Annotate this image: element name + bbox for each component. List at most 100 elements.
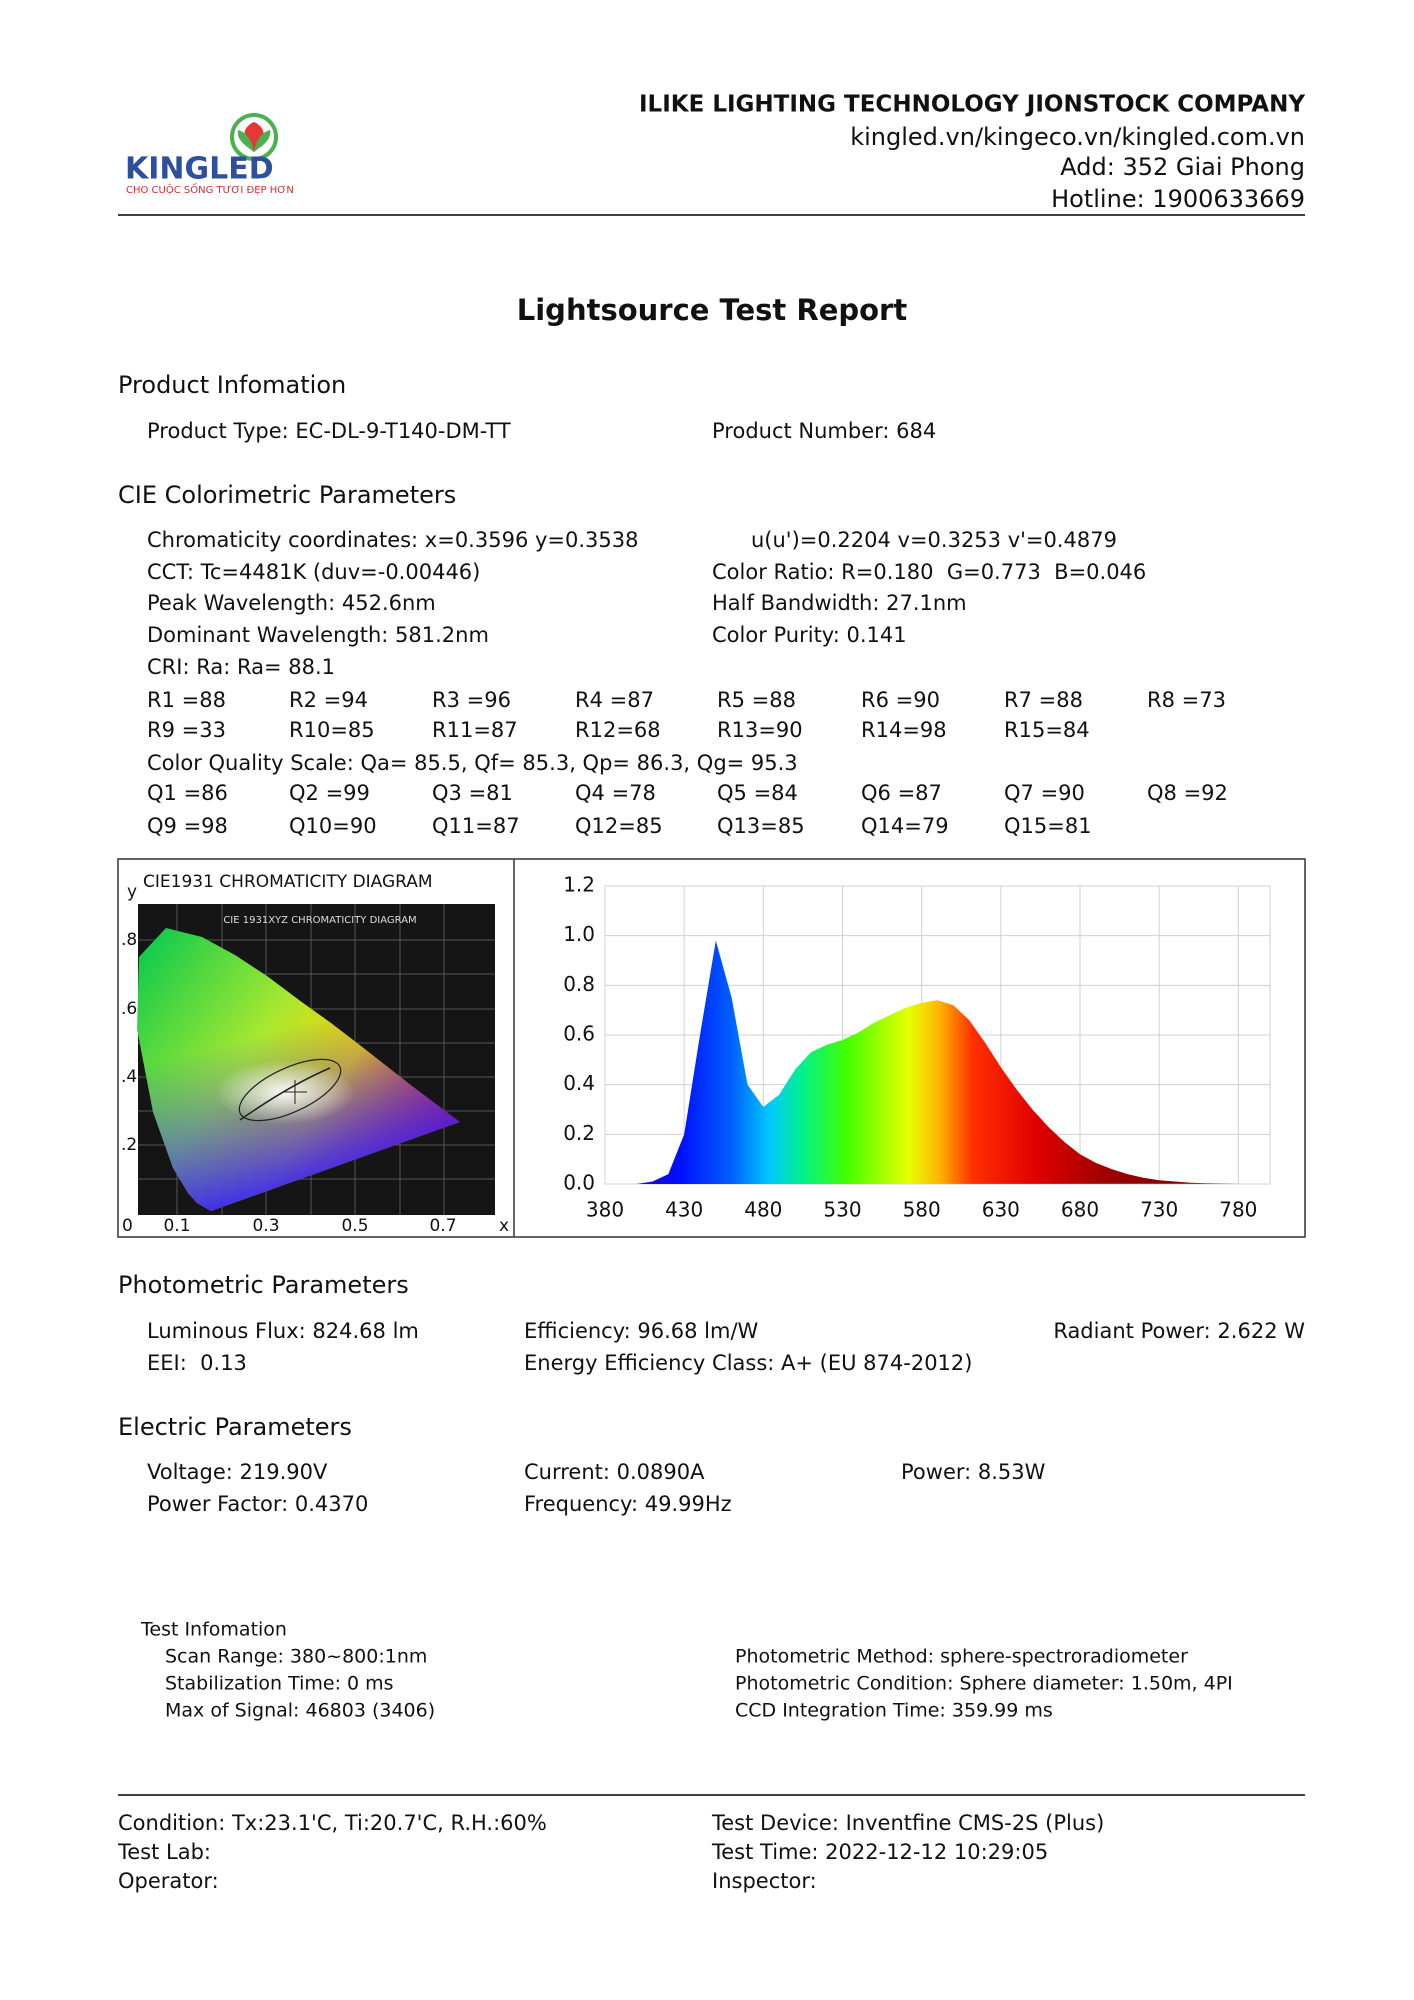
field: Q4 =78 [575, 781, 656, 805]
field: Peak Wavelength: 452.6nm [147, 591, 436, 615]
field: R12=68 [575, 718, 661, 742]
field: Color Ratio: R=0.180 G=0.773 B=0.046 [712, 560, 1146, 584]
field: Q3 =81 [432, 781, 513, 805]
field: Q11=87 [432, 814, 520, 838]
logo-brand: KINGLED [125, 152, 274, 187]
x-tick-label: 780 [1219, 1198, 1257, 1222]
field: Q8 =92 [1147, 781, 1228, 805]
footer-field: Test Time: 2022-12-12 10:29:05 [711, 1840, 1048, 1864]
x-tick-label: 380 [586, 1198, 624, 1222]
field: R11=87 [432, 718, 518, 742]
test-info: Photometric Method: sphere-spectroradiom… [735, 1646, 1188, 1668]
address: Add: 352 Giai Phong [1060, 153, 1305, 181]
section-heading: Photometric Parameters [118, 1271, 409, 1299]
cie-image: CIE 1931XYZ CHROMATICITY DIAGRAM [137, 904, 495, 1215]
test-info: Max of Signal: 46803 (3406) [165, 1700, 435, 1722]
field: R4 =87 [575, 688, 654, 712]
footer-field: Test Device: Inventfine CMS-2S (Plus) [711, 1811, 1104, 1835]
cie-tick-label: 0.5 [341, 1216, 368, 1236]
field: Q10=90 [289, 814, 377, 838]
field: Dominant Wavelength: 581.2nm [147, 623, 489, 647]
field: R8 =73 [1147, 688, 1226, 712]
chart-frame [117, 858, 1306, 1238]
footer-field: Inspector: [712, 1869, 817, 1893]
cie-tick-label: .4 [121, 1067, 137, 1087]
hotline: Hotline: 1900633669 [1051, 185, 1305, 213]
field: CRI: Ra: Ra= 88.1 [147, 655, 335, 679]
x-tick-label: 680 [1061, 1198, 1099, 1222]
website: kingled.vn/kingeco.vn/kingled.com.vn [850, 123, 1305, 151]
field: Radiant Power: 2.622 W [1053, 1319, 1305, 1343]
cie-tick-label: .2 [121, 1135, 137, 1155]
field: Color Quality Scale: Qa= 85.5, Qf= 85.3,… [147, 751, 798, 775]
cie-tick-label: 0.1 [163, 1216, 190, 1236]
field: Product Number: 684 [712, 419, 936, 443]
cie-axis-label: x [499, 1216, 509, 1236]
report-title: Lightsource Test Report [517, 293, 908, 327]
x-tick-label: 530 [823, 1198, 861, 1222]
field: CCT: Tc=4481K (duv=-0.00446) [147, 560, 480, 584]
spectrum-area [605, 940, 1239, 1184]
x-tick-label: 730 [1140, 1198, 1178, 1222]
field: R3 =96 [432, 688, 511, 712]
field: Half Bandwidth: 27.1nm [712, 591, 967, 615]
field: Power Factor: 0.4370 [147, 1492, 368, 1516]
field: Q9 =98 [147, 814, 228, 838]
cie-tick-label: .6 [121, 999, 137, 1019]
y-tick-label: 0.0 [563, 1171, 595, 1195]
field: Q6 =87 [861, 781, 942, 805]
section-heading: Electric Parameters [118, 1413, 352, 1441]
test-info: Photometric Condition: Sphere diameter: … [735, 1673, 1233, 1695]
section-heading: CIE Colorimetric Parameters [118, 481, 456, 509]
cie-inner-title: CIE 1931XYZ CHROMATICITY DIAGRAM [223, 915, 416, 926]
field: Q15=81 [1004, 814, 1092, 838]
field: Q7 =90 [1004, 781, 1085, 805]
field: Energy Efficiency Class: A+ (EU 874-2012… [524, 1351, 972, 1375]
x-tick-label: 630 [982, 1198, 1020, 1222]
footer-field: Operator: [118, 1869, 219, 1893]
cie-tick-label: 0 [122, 1216, 133, 1236]
content: ILIKE LIGHTING TECHNOLOGY JIONSTOCK COMP… [117, 92, 1305, 1894]
field: Chromaticity coordinates: x=0.3596 y=0.3… [147, 528, 638, 552]
logo: KINGLED CHO CUỘC SỐNG TƯƠI ĐẸP HƠN [125, 113, 294, 196]
field: u(u')=0.2204 v=0.3253 v'=0.4879 [751, 528, 1117, 552]
x-tick-label: 430 [665, 1198, 703, 1222]
section-heading: Product Infomation [118, 371, 346, 399]
field: Efficiency: 96.68 lm/W [524, 1319, 759, 1343]
test-info: Stabilization Time: 0 ms [165, 1673, 394, 1695]
company-name: ILIKE LIGHTING TECHNOLOGY JIONSTOCK COMP… [639, 92, 1305, 118]
field: Q14=79 [861, 814, 949, 838]
field: Current: 0.0890A [524, 1460, 705, 1484]
field: Power: 8.53W [901, 1460, 1046, 1484]
field: R9 =33 [147, 718, 226, 742]
field: R5 =88 [717, 688, 796, 712]
cie-tick-label: 0.3 [252, 1216, 279, 1236]
x-tick-label: 480 [744, 1198, 782, 1222]
field: R1 =88 [147, 688, 226, 712]
y-tick-label: 0.8 [563, 972, 595, 996]
field: R6 =90 [861, 688, 940, 712]
field: R15=84 [1004, 718, 1090, 742]
field: R14=98 [861, 718, 947, 742]
test-info: Scan Range: 380~800:1nm [165, 1646, 427, 1668]
field: Q1 =86 [147, 781, 228, 805]
field: Luminous Flux: 824.68 lm [147, 1319, 419, 1343]
cie-axis-label: y [127, 882, 137, 902]
field: Color Purity: 0.141 [712, 623, 907, 647]
y-tick-label: 0.6 [563, 1022, 595, 1046]
field: Product Type: EC-DL-9-T140-DM-TT [147, 419, 511, 443]
field: Q12=85 [575, 814, 663, 838]
y-tick-label: 0.2 [563, 1121, 595, 1145]
y-tick-label: 0.4 [563, 1071, 595, 1095]
footer-field: Condition: Tx:23.1'C, Ti:20.7'C, R.H.:60… [118, 1811, 547, 1835]
y-tick-label: 1.0 [563, 922, 595, 946]
field: Q13=85 [717, 814, 805, 838]
cie-tick-label: .8 [121, 930, 137, 950]
field: Q5 =84 [717, 781, 798, 805]
cie-tick-label: 0.7 [429, 1216, 456, 1236]
field: R13=90 [717, 718, 803, 742]
field: R10=85 [289, 718, 375, 742]
footer-field: Test Lab: [117, 1840, 211, 1864]
